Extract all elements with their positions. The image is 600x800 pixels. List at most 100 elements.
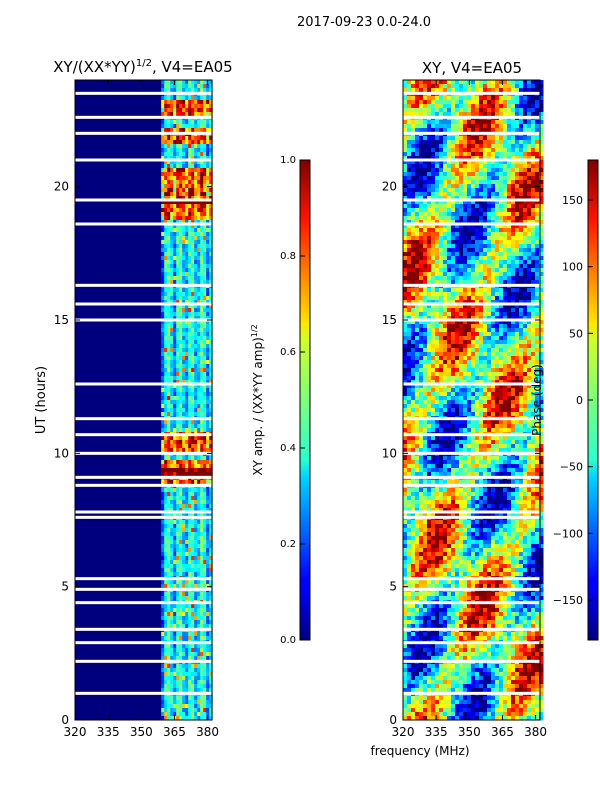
- phase-cell: [431, 168, 436, 173]
- phase-cell: [419, 224, 424, 229]
- amplitude-colorbar-tick-label: 0.6: [280, 347, 296, 358]
- amplitude-cell: [206, 264, 210, 269]
- phase-cell: [539, 212, 544, 217]
- amplitude-cell: [164, 540, 168, 545]
- amplitude-cell: [179, 344, 183, 349]
- phase-cell: [427, 244, 432, 249]
- amplitude-cell: [164, 164, 168, 169]
- phase-cell: [487, 124, 492, 129]
- phase-cell: [471, 308, 476, 313]
- amplitude-cell: [197, 376, 201, 381]
- phase-cell: [515, 236, 520, 241]
- phase-cell: [483, 152, 488, 157]
- amplitude-cell: [191, 372, 195, 377]
- amplitude-cell: [188, 196, 192, 201]
- amplitude-cell: [200, 428, 204, 433]
- phase-cell: [435, 88, 440, 93]
- phase-cell: [475, 204, 480, 209]
- phase-cell: [419, 324, 424, 329]
- amplitude-cell: [170, 556, 174, 561]
- phase-cell: [535, 252, 540, 257]
- phase-cell: [511, 280, 516, 285]
- amplitude-cell: [197, 508, 201, 513]
- amplitude-cell: [194, 148, 198, 153]
- phase-cell: [539, 312, 544, 317]
- amplitude-cell: [188, 592, 192, 597]
- phase-cell: [463, 192, 468, 197]
- amplitude-cell: [167, 240, 171, 245]
- amplitude-cell: [203, 656, 207, 661]
- phase-cell: [463, 220, 468, 225]
- amplitude-cell: [188, 540, 192, 545]
- phase-cell: [499, 248, 504, 253]
- phase-cell: [439, 324, 444, 329]
- amplitude-cell: [197, 704, 201, 709]
- phase-cell: [483, 292, 488, 297]
- phase-cell: [455, 212, 460, 217]
- amplitude-cell: [206, 464, 210, 469]
- amplitude-cell: [179, 372, 183, 377]
- phase-cell: [479, 264, 484, 269]
- amplitude-cell: [194, 636, 198, 641]
- amplitude-cell: [170, 344, 174, 349]
- amplitude-cell: [161, 212, 165, 217]
- amplitude-cell: [188, 428, 192, 433]
- phase-cell: [431, 268, 436, 273]
- amplitude-cell: [200, 584, 204, 589]
- phase-cell: [407, 312, 412, 317]
- amplitude-cell: [209, 400, 213, 405]
- amplitude-cell: [203, 444, 207, 449]
- amplitude-cell: [197, 644, 201, 649]
- phase-cell: [515, 224, 520, 229]
- amplitude-cell: [197, 148, 201, 153]
- amplitude-cell: [176, 240, 180, 245]
- phase-cell: [415, 272, 420, 277]
- phase-cell: [483, 208, 488, 213]
- phase-cell: [459, 188, 464, 193]
- phase-cell: [507, 272, 512, 277]
- phase-cell: [495, 244, 500, 249]
- phase-cell: [411, 240, 416, 245]
- amplitude-cell: [164, 312, 168, 317]
- amplitude-cell: [185, 272, 189, 277]
- phase-cell: [415, 248, 420, 253]
- phase-cell: [415, 252, 420, 257]
- phase-cell: [539, 148, 544, 153]
- amplitude-cell: [197, 528, 201, 533]
- amplitude-cell: [200, 316, 204, 321]
- amplitude-cell: [200, 520, 204, 525]
- phase-cell: [451, 304, 456, 309]
- phase-cell: [427, 136, 432, 141]
- amplitude-cell: [197, 356, 201, 361]
- amplitude-cell: [197, 212, 201, 217]
- amplitude-cell: [185, 712, 189, 717]
- amplitude-cell: [197, 156, 201, 161]
- phase-cell: [531, 176, 536, 181]
- phase-cell: [407, 324, 412, 329]
- amplitude-cell: [182, 300, 186, 305]
- amplitude-cell: [191, 468, 195, 473]
- phase-cell: [431, 136, 436, 141]
- amplitude-cell: [161, 368, 165, 373]
- amplitude-cell: [206, 440, 210, 445]
- amplitude-cell: [176, 352, 180, 357]
- amplitude-cell: [191, 380, 195, 385]
- amplitude-cell: [191, 144, 195, 149]
- amplitude-cell: [173, 424, 177, 429]
- phase-cell: [507, 152, 512, 157]
- amplitude-cell: [161, 652, 165, 657]
- amplitude-cell: [209, 620, 213, 625]
- amplitude-cell: [203, 400, 207, 405]
- phase-cell: [443, 236, 448, 241]
- phase-cell: [523, 244, 528, 249]
- amplitude-cell: [164, 240, 168, 245]
- phase-cell: [515, 288, 520, 293]
- phase-cell: [511, 316, 516, 321]
- amplitude-cell: [191, 276, 195, 281]
- amplitude-cell: [188, 636, 192, 641]
- phase-cell: [439, 228, 444, 233]
- amplitude-cell: [170, 700, 174, 705]
- phase-cell: [459, 156, 464, 161]
- amplitude-cell: [191, 236, 195, 241]
- phase-cell: [423, 160, 428, 165]
